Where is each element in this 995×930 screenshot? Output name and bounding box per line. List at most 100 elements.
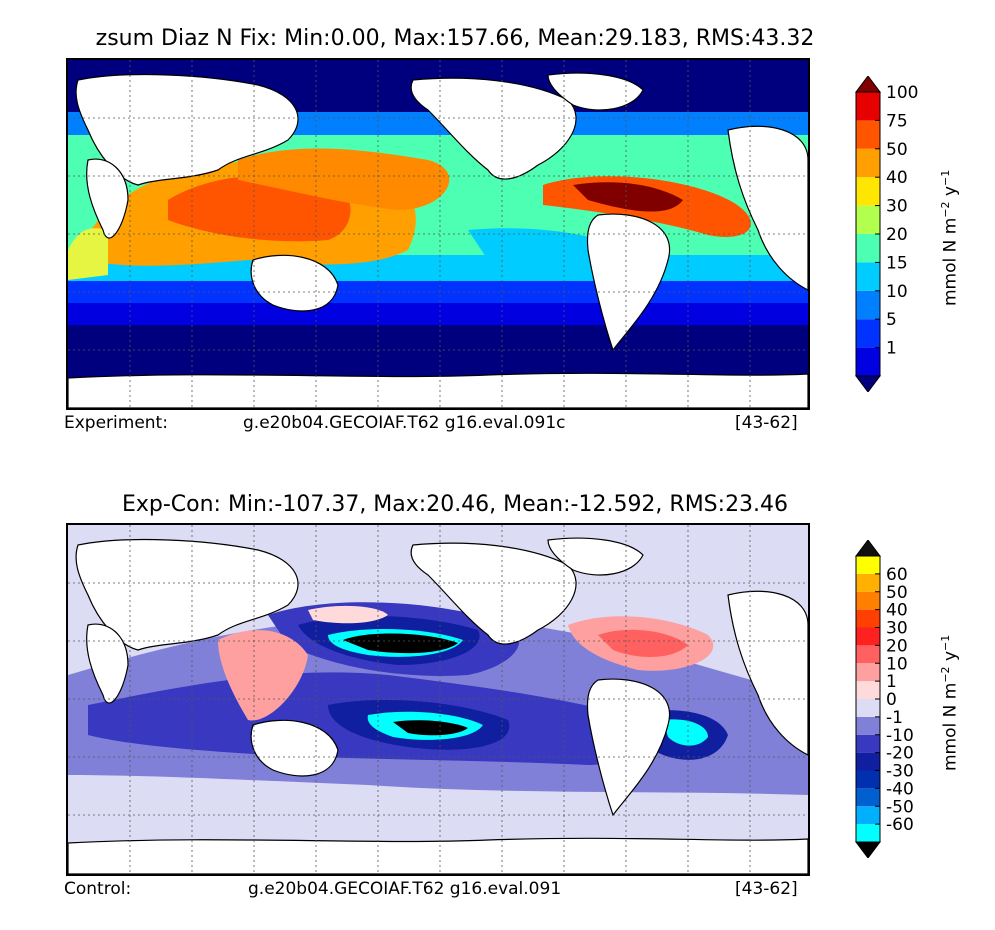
- panel2-colorbar-segment: [856, 609, 880, 628]
- panel1-colorbar-segment: [856, 120, 880, 149]
- panel1-colorbar-tick-label: 10: [886, 282, 908, 302]
- panel2-colorbar-segment: [856, 645, 880, 664]
- panel2-colorbar-segment: [856, 770, 880, 789]
- panel1-footer-years: [43-62]: [735, 413, 798, 433]
- panel1-africa-east: [86, 158, 129, 239]
- panel1-antarctica: [68, 372, 808, 408]
- panel1-colorbar-segment: [856, 262, 880, 291]
- panel2-south-pac-min: [393, 720, 468, 736]
- panel2-colorbar-segment: [856, 752, 880, 771]
- panel2-colorbar-label: mmol N m−2 y−1: [939, 631, 961, 771]
- panel1-footer-case: g.e20b04.GECOIAF.T62 g16.eval.091c: [243, 413, 566, 433]
- panel1-colorbar-tick-label: 20: [886, 225, 908, 245]
- panel2-colorbar-tick-label: -50: [886, 797, 914, 817]
- panel2-colorbar-tick-label: 50: [886, 583, 908, 603]
- panel1-colorbar-unit-time: y: [940, 185, 961, 202]
- panel1-colorbar-label: mmol N m−2 y−1: [939, 166, 961, 306]
- panel1-australia: [250, 254, 339, 312]
- panel2-atlantic-pos10: [598, 629, 688, 657]
- panel1-colorbar-tick-label: 5: [886, 310, 897, 330]
- panel2-colorbar-tick-label: -20: [886, 744, 914, 764]
- panel2-colorbar-segment: [856, 556, 880, 574]
- panel2-map-plot: [68, 525, 808, 874]
- panel2-colorbar-tick-label: -40: [886, 779, 914, 799]
- panel2-colorbar-tick-label: 1: [886, 672, 897, 692]
- panel2-colorbar-segment: [856, 663, 880, 682]
- panel1-colorbar-segment: [856, 234, 880, 263]
- panel1-colorbar-tick-label: 50: [886, 140, 908, 160]
- panel1-colorbar-segment: [856, 347, 880, 376]
- panel1-eurasia: [75, 73, 299, 186]
- panel2-north-pac-pos: [308, 605, 388, 624]
- panel2-africa-east: [86, 623, 129, 704]
- panel2-colorbar-unit-time: y: [940, 650, 961, 667]
- panel2-antarctica: [68, 837, 808, 874]
- panel1-colorbar-exp1: −2: [939, 201, 952, 218]
- panel2-south-america: [586, 678, 671, 817]
- panel2-colorbar-tick-label: 60: [886, 565, 908, 585]
- panel1-caribbean-max: [573, 182, 683, 212]
- panel2-colorbar-tick-label: 30: [886, 619, 908, 639]
- panel1-colorbar-tick-label: 40: [886, 168, 908, 188]
- panel1-colorbar-segment: [856, 205, 880, 234]
- panel2-colorbar-extend-min: [855, 841, 881, 858]
- panel2-map: [66, 523, 810, 876]
- panel2-africa-west: [727, 590, 808, 756]
- panel1-westernedge: [68, 228, 108, 280]
- panel1-map-plot: [68, 60, 808, 408]
- panel2-warm-pool-pos: [218, 630, 308, 721]
- panel2-gridlines: [68, 525, 808, 874]
- panel1-colorbar-tick-label: 15: [886, 253, 908, 273]
- panel1-north-america: [410, 77, 577, 180]
- panel1-africa-west: [727, 125, 808, 291]
- panel1-colorbar-tick-label: 100: [886, 83, 918, 103]
- panel2-footer-label: Control:: [64, 879, 132, 899]
- panel2-colorbar-tick-label: 10: [886, 654, 908, 674]
- panel1-colorbar-extend-max: [855, 76, 881, 93]
- panel1-colorbar-segment: [856, 319, 880, 348]
- panel1-colorbar-tick-label: 30: [886, 197, 908, 217]
- panel1-title: zsum Diaz N Fix: Min:0.00, Max:157.66, M…: [95, 26, 815, 51]
- panel2-eurasia: [75, 538, 299, 651]
- panel1-footer-label: Experiment:: [64, 413, 168, 433]
- panel1-map: [66, 58, 810, 410]
- panel1-south-america: [586, 213, 671, 352]
- panel2-colorbar-tick-label: -60: [886, 815, 914, 835]
- panel1-colorbar: 1510152030405075100125: [855, 76, 918, 392]
- panel1-colorbar-segment: [856, 148, 880, 178]
- panel2-colorbar-segment: [856, 573, 880, 592]
- panel2-colorbar-exp1: −2: [939, 666, 952, 683]
- panel1-colorbar-segment: [856, 290, 880, 320]
- panel1-greenland: [547, 72, 644, 111]
- panel1-gridlines: [68, 60, 808, 408]
- panel2-north-america: [410, 542, 577, 645]
- panel2-colorbar-tick-label: -10: [886, 726, 914, 746]
- panel2-north-pac-min: [343, 633, 458, 654]
- panel1-northpac-warm: [238, 148, 450, 210]
- panel2-colorbar-segment: [856, 627, 880, 646]
- panel2-colorbar-unit: mmol N m: [940, 682, 961, 771]
- panel2-greenland: [547, 537, 644, 576]
- panel1-colorbar-extend-min: [855, 375, 881, 392]
- panel2-colorbar-tick-label: -30: [886, 762, 914, 782]
- panel2-south-atl-neg60: [663, 719, 708, 746]
- panel2-colorbar-tick-label: 40: [886, 601, 908, 621]
- panel2-land: [68, 537, 808, 874]
- panel1-colorbar-segment: [856, 92, 880, 121]
- panel1-colorbar-exp2: −1: [939, 169, 952, 186]
- panel1-colorbar-tick-label: 75: [886, 111, 908, 131]
- panel1-land: [68, 72, 808, 408]
- panel2-colorbar-segment: [856, 591, 880, 610]
- panel2-colorbar-segment: [856, 734, 880, 753]
- panel1-colorbar-tick-label: 1: [886, 339, 897, 359]
- panel2-colorbar-exp2: −1: [939, 634, 952, 651]
- panel1-colorbar-segment: [856, 177, 880, 206]
- panel2-colorbar-segment: [856, 824, 880, 842]
- panel2-colorbar-extend-max: [855, 540, 881, 557]
- panel2-colorbar-segment: [856, 716, 880, 735]
- panel2-australia: [250, 719, 339, 777]
- panel2-colorbar-tick-label: 0: [886, 690, 897, 710]
- panel2-colorbar-segment: [856, 806, 880, 825]
- panel2-colorbar-segment: [856, 681, 880, 699]
